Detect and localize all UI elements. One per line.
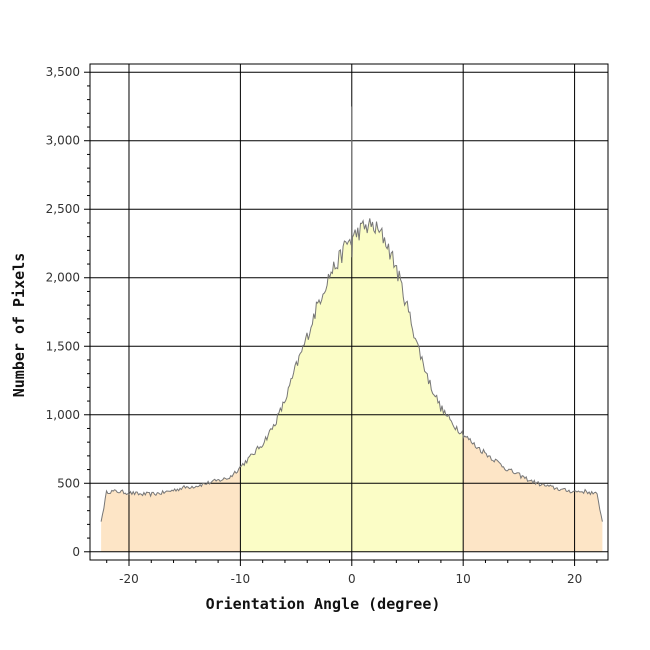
tick-labels: -20 -10 0 10 20 0 500 1,000 1,500 2,000 2,500 3,000… <box>46 65 583 586</box>
grid-lines <box>90 64 608 560</box>
series-line-group <box>100 106 603 522</box>
x-tick-label-0: -20 <box>119 572 139 586</box>
x-tick-label-2: 0 <box>348 572 356 586</box>
y-axis-title: Number of Pixels <box>10 253 28 398</box>
x-tick-label-4: 20 <box>567 572 582 586</box>
x-tick-label-3: 10 <box>456 572 471 586</box>
y-tick-label-3: 1,500 <box>46 339 80 353</box>
left-tail-area <box>101 466 241 552</box>
y-tick-label-5: 2,500 <box>46 202 80 216</box>
series-line <box>100 106 603 522</box>
right-tail-area <box>463 436 603 552</box>
x-tick-label-1: -10 <box>231 572 251 586</box>
plot-border <box>89 63 609 561</box>
y-tick-label-4: 2,000 <box>46 271 80 285</box>
y-tick-label-1: 500 <box>57 476 80 490</box>
y-tick-label-2: 1,000 <box>46 408 80 422</box>
x-axis-title: Orientation Angle (degree) <box>206 595 441 613</box>
y-tick-label-0: 0 <box>72 545 80 559</box>
y-tick-label-6: 3,000 <box>46 134 80 148</box>
axis-ticks <box>84 71 598 566</box>
y-tick-label-7: 3,500 <box>46 65 80 79</box>
plot-frame <box>89 63 609 561</box>
